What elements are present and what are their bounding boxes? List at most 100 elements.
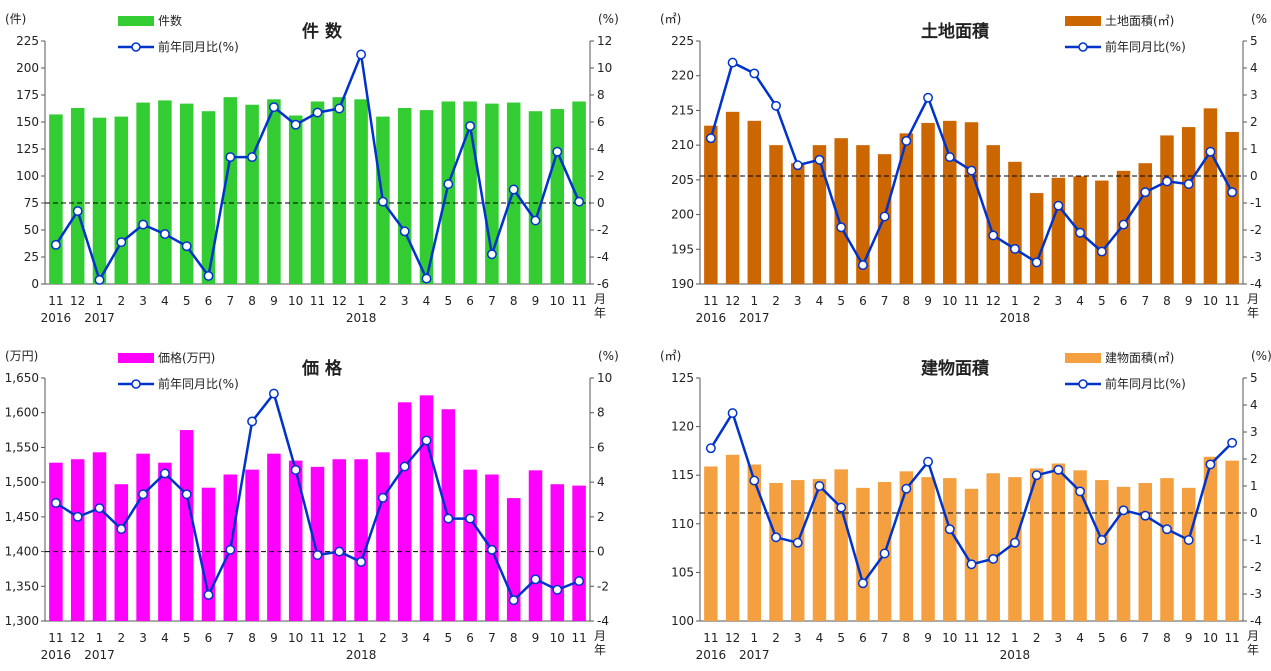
bar xyxy=(136,102,150,284)
year-label: 2017 xyxy=(739,311,770,325)
yoy-point xyxy=(399,461,410,472)
month-tick-label: 2 xyxy=(1033,294,1041,308)
month-tick-label: 10 xyxy=(288,631,303,645)
yoy-point xyxy=(377,492,388,503)
bar xyxy=(1181,127,1196,284)
bar xyxy=(267,99,281,284)
month-tick-label: 12 xyxy=(725,631,740,645)
yoy-point xyxy=(792,537,803,548)
bar xyxy=(1203,108,1218,285)
left-tick-label: 1,600 xyxy=(5,406,39,420)
bar xyxy=(550,109,565,284)
legend-bar-swatch xyxy=(118,353,154,363)
yoy-point xyxy=(901,483,912,494)
bar xyxy=(1138,163,1152,284)
bar xyxy=(704,125,718,285)
right-tick-label: -2 xyxy=(1250,560,1262,574)
month-axis-label: 月 xyxy=(1247,292,1259,306)
yoy-point xyxy=(181,489,192,500)
left-tick-label: 215 xyxy=(671,103,694,117)
month-tick-label: 11 xyxy=(48,631,63,645)
right-tick-label: 8 xyxy=(597,406,605,420)
legend-bar-swatch xyxy=(118,16,154,26)
yoy-point xyxy=(1205,459,1216,470)
bar xyxy=(397,402,412,621)
bar xyxy=(267,453,281,621)
year-label: 2016 xyxy=(41,311,72,325)
yoy-point xyxy=(574,576,585,587)
yoy-point xyxy=(290,119,301,130)
month-tick-label: 1 xyxy=(1011,631,1019,645)
bar xyxy=(1008,477,1022,621)
legend-bar-label: 建物面積(㎡) xyxy=(1105,350,1174,365)
yoy-point xyxy=(116,237,127,248)
month-tick-label: 4 xyxy=(161,294,169,308)
bar xyxy=(1051,463,1066,621)
yoy-point xyxy=(377,196,388,207)
year-axis-label: 年 xyxy=(1247,306,1259,320)
right-tick-label: 2 xyxy=(597,510,605,524)
left-tick-label: 225 xyxy=(671,34,694,48)
month-tick-label: 9 xyxy=(924,631,932,645)
left-tick-label: 210 xyxy=(671,138,694,152)
month-tick-label: 5 xyxy=(1098,294,1106,308)
bar xyxy=(114,116,129,284)
chart-title: 土地面積 xyxy=(921,21,990,42)
bar xyxy=(899,471,914,621)
yoy-point xyxy=(1075,227,1086,238)
bar xyxy=(310,466,325,621)
right-tick-label: -3 xyxy=(1250,587,1262,601)
bar xyxy=(288,460,303,621)
bar xyxy=(158,100,172,285)
yoy-point xyxy=(268,102,279,113)
month-tick-label: 4 xyxy=(816,631,824,645)
yoy-point xyxy=(356,49,367,60)
month-tick-label: 5 xyxy=(444,294,452,308)
month-tick-label: 8 xyxy=(510,631,518,645)
left-tick-label: 100 xyxy=(671,614,694,628)
yoy-point xyxy=(421,435,432,446)
yoy-point xyxy=(901,135,912,146)
year-label: 2016 xyxy=(696,311,727,325)
bar xyxy=(1095,180,1109,284)
left-tick-label: 75 xyxy=(24,196,39,210)
left-tick-label: 110 xyxy=(671,517,694,531)
left-tick-label: 1,450 xyxy=(5,510,39,524)
right-tick-label: 3 xyxy=(1250,425,1258,439)
left-tick-label: 120 xyxy=(671,420,694,434)
left-tick-label: 150 xyxy=(16,115,39,129)
bar xyxy=(964,488,979,621)
month-tick-label: 7 xyxy=(881,631,889,645)
right-tick-label: -2 xyxy=(1250,223,1262,237)
left-tick-label: 105 xyxy=(671,565,694,579)
yoy-point xyxy=(356,557,367,567)
yoy-point xyxy=(94,503,105,514)
month-tick-label: 6 xyxy=(859,631,867,645)
yoy-point xyxy=(399,226,410,237)
month-tick-label: 10 xyxy=(1203,631,1218,645)
month-tick-label: 3 xyxy=(139,631,147,645)
bar xyxy=(1008,161,1022,284)
month-tick-label: 3 xyxy=(401,294,409,308)
yoy-point xyxy=(247,416,258,427)
month-tick-label: 9 xyxy=(1185,631,1193,645)
month-tick-label: 7 xyxy=(1141,631,1149,645)
month-tick-label: 11 xyxy=(703,294,718,308)
month-tick-label: 6 xyxy=(466,631,474,645)
right-tick-label: -2 xyxy=(597,579,609,593)
month-tick-label: 12 xyxy=(332,294,347,308)
yoy-point xyxy=(814,481,825,491)
yoy-point xyxy=(465,121,476,132)
month-tick-label: 5 xyxy=(444,631,452,645)
yoy-point xyxy=(749,475,760,486)
yoy-point xyxy=(1118,219,1129,230)
bar xyxy=(136,453,150,621)
bar xyxy=(1029,193,1044,284)
legend-line-marker xyxy=(131,42,141,52)
yoy-point xyxy=(138,489,149,500)
yoy-point xyxy=(574,196,585,207)
yoy-point xyxy=(159,468,170,479)
left-tick-label: 125 xyxy=(671,371,694,385)
bar xyxy=(245,104,259,284)
